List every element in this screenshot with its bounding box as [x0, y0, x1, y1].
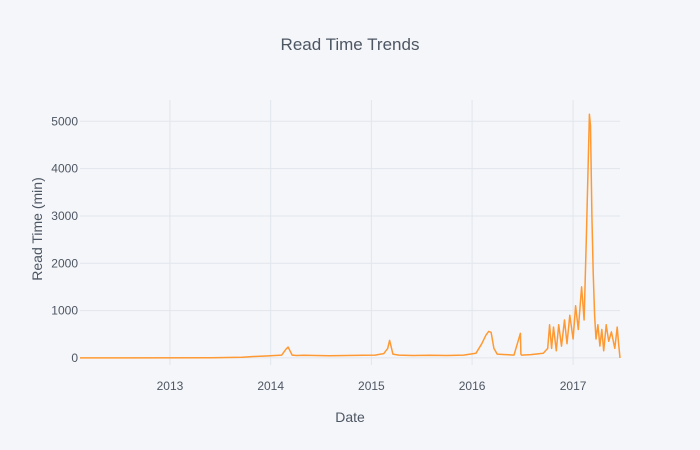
- x-tick-label: 2015: [358, 379, 385, 393]
- x-axis-title: Date: [335, 409, 365, 425]
- tick-labels: 2013 2014 2015 2016 2017 0 1000 2000 3000 4000 500…: [51, 114, 586, 393]
- y-tick-label: 5000: [51, 114, 78, 128]
- x-tick-label: 2014: [257, 379, 284, 393]
- series-layer: [79, 113, 621, 359]
- x-tick-label: 2013: [157, 379, 184, 393]
- chart-title: Read Time Trends: [281, 35, 420, 54]
- series-line: [79, 113, 621, 359]
- y-tick-label: 2000: [51, 256, 78, 270]
- x-tick-label: 2016: [459, 379, 486, 393]
- y-tick-label: 0: [71, 351, 78, 365]
- y-tick-label: 1000: [51, 304, 78, 318]
- x-tick-label: 2017: [560, 379, 587, 393]
- y-tick-label: 3000: [51, 209, 78, 223]
- y-tick-label: 4000: [51, 162, 78, 176]
- y-axis-title: Read Time (min): [29, 177, 45, 280]
